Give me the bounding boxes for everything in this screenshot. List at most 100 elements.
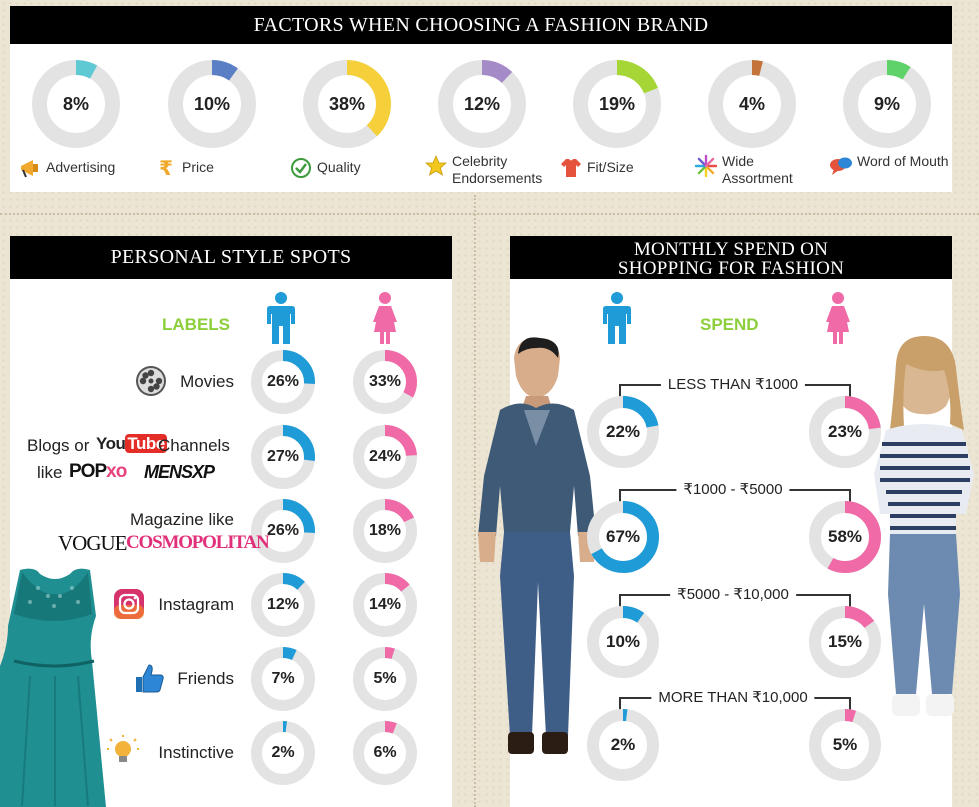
donut-value: 7% xyxy=(271,670,295,687)
check-circle-icon xyxy=(291,158,311,178)
male-icon xyxy=(267,292,295,344)
factor-label: Advertising xyxy=(46,159,116,175)
factor-donut-svg xyxy=(168,60,256,148)
spend-male-donut: 10% xyxy=(587,606,659,678)
svg-text:₹: ₹ xyxy=(159,156,173,180)
youtube-logo: You Tube xyxy=(96,434,167,454)
spend-female-donut-svg xyxy=(809,709,881,781)
sparkle-icon xyxy=(694,154,718,178)
donut-value: 23% xyxy=(827,422,863,441)
donut-segment xyxy=(303,60,391,148)
male-donut: 7% xyxy=(251,647,315,711)
donut-segment xyxy=(32,60,120,148)
donut-value: 12% xyxy=(266,596,300,613)
factors-title: FACTORS WHEN CHOOSING A FASHION BRAND xyxy=(10,6,952,44)
donut-value: 14% xyxy=(368,596,402,613)
spend-female-donut: 15% xyxy=(809,606,881,678)
male-donut-svg xyxy=(251,350,315,414)
thumbs-up-icon xyxy=(136,664,164,693)
female-donut: 18% xyxy=(353,499,417,563)
labels-header: LABELS xyxy=(162,315,230,334)
factor-label: Price xyxy=(182,159,214,175)
donut-segment xyxy=(587,606,659,678)
donut-value: 18% xyxy=(368,522,402,539)
factor-label: Quality xyxy=(317,159,361,175)
spend-title-line1: MONTHLY SPEND ON xyxy=(633,239,829,260)
spend-female-donut-svg xyxy=(809,396,881,468)
donut-segment xyxy=(587,501,659,573)
megaphone-icon xyxy=(21,160,38,178)
factor-label: Fit/Size xyxy=(587,159,634,175)
popxo-logo-pop: POP xyxy=(69,461,107,482)
male-donut: 27% xyxy=(251,425,315,489)
spend-male-donut: 2% xyxy=(587,709,659,781)
female-donut-svg xyxy=(353,573,417,637)
female-icon xyxy=(826,292,850,344)
factor-donut-svg xyxy=(438,60,526,148)
woman-model-image xyxy=(874,336,974,716)
spend-female-donut: 5% xyxy=(809,709,881,781)
factor-donut-svg xyxy=(32,60,120,148)
donut-segment xyxy=(587,396,659,468)
donut-value: 38% xyxy=(328,93,366,114)
donut-value: 26% xyxy=(266,522,300,539)
donut-value: 67% xyxy=(605,527,641,546)
row-label-like: like xyxy=(37,463,63,482)
female-donut-svg xyxy=(353,425,417,489)
youtube-logo-tube: Tube xyxy=(125,434,167,453)
factor-donut: 10% xyxy=(168,60,256,148)
donut-segment xyxy=(587,709,659,781)
lightbulb-icon xyxy=(107,735,139,762)
factor-donut: 38% xyxy=(303,60,391,148)
donut-value: 24% xyxy=(368,448,402,465)
donut-value: 5% xyxy=(373,670,397,687)
donut-segment xyxy=(251,647,315,711)
donut-value: 10% xyxy=(605,632,641,651)
popxo-logo: POPxo xyxy=(69,461,127,483)
donut-segment xyxy=(251,499,315,563)
factor-donut-svg xyxy=(573,60,661,148)
row-label: Friends xyxy=(177,669,234,688)
spend-female-donut-svg xyxy=(809,606,881,678)
factor-label: Wide Assortment xyxy=(722,153,793,186)
spend-male-donut-svg xyxy=(587,396,659,468)
tshirt-icon xyxy=(561,159,581,177)
range-label: ₹5000 - ₹10,000 xyxy=(670,585,796,603)
donut-value: 5% xyxy=(832,735,858,754)
man-model-image xyxy=(478,337,596,754)
donut-segment xyxy=(809,709,881,781)
donut-value: 10% xyxy=(193,93,231,114)
donut-segment xyxy=(353,573,417,637)
spend-male-donut-svg xyxy=(587,606,659,678)
female-donut-svg xyxy=(353,721,417,785)
donut-segment xyxy=(843,60,931,148)
female-donut: 14% xyxy=(353,573,417,637)
factor-donut: 9% xyxy=(843,60,931,148)
donut-segment xyxy=(438,60,526,148)
speech-bubbles-icon xyxy=(830,157,852,175)
donut-segment xyxy=(251,350,315,414)
instagram-icon xyxy=(114,589,144,619)
donut-segment xyxy=(353,647,417,711)
female-icon xyxy=(373,292,397,344)
factor-donut-svg xyxy=(708,60,796,148)
donut-value: 4% xyxy=(738,93,765,114)
film-reel-icon xyxy=(136,366,166,396)
separator-horizontal xyxy=(0,213,979,215)
male-donut: 26% xyxy=(251,499,315,563)
spend-male-donut: 22% xyxy=(587,396,659,468)
row-label-tail: Channels xyxy=(158,436,230,455)
female-donut: 5% xyxy=(353,647,417,711)
donut-segment xyxy=(251,721,315,785)
donut-value: 26% xyxy=(266,373,300,390)
row-label: Magazine like xyxy=(130,510,234,529)
spend-header: SPEND xyxy=(700,315,759,334)
donut-segment xyxy=(353,499,417,563)
donut-segment xyxy=(809,396,881,468)
range-label: ₹1000 - ₹5000 xyxy=(676,480,790,498)
male-donut: 12% xyxy=(251,573,315,637)
donut-segment xyxy=(251,573,315,637)
donut-segment xyxy=(353,350,417,414)
range-label: LESS THAN ₹1000 xyxy=(660,375,806,393)
female-donut-svg xyxy=(353,350,417,414)
